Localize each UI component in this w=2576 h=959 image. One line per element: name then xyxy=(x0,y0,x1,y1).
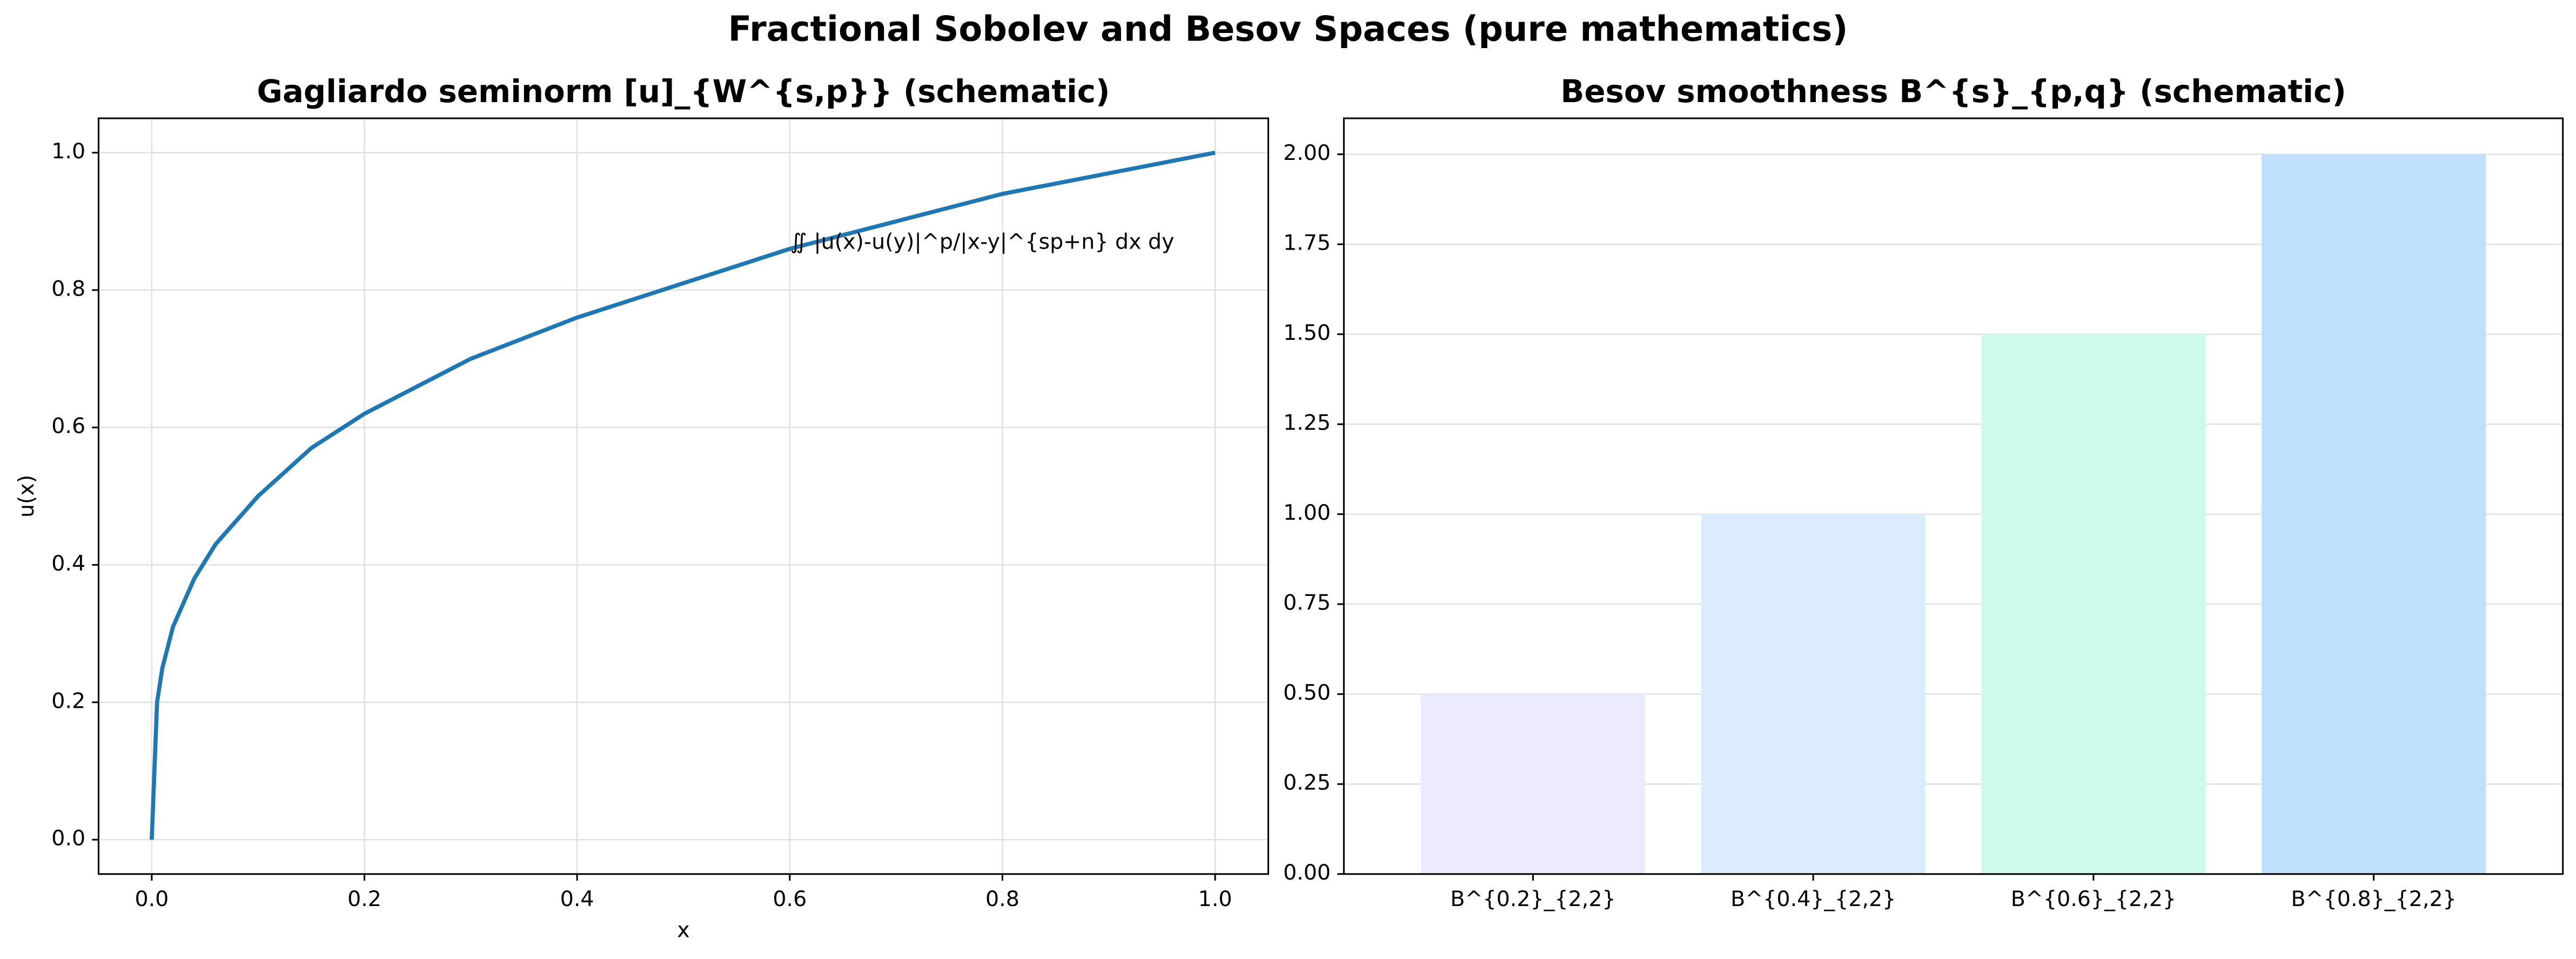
figure-title: Fractional Sobolev and Besov Spaces (pur… xyxy=(728,9,1848,49)
chart-title: Besov smoothness B^{s}_{p,q} (schematic) xyxy=(1560,73,2346,110)
y-tick-label: 0.4 xyxy=(51,551,85,576)
x-tick-label: 0.2 xyxy=(347,887,381,911)
y-tick-label: 0.25 xyxy=(1283,770,1331,795)
y-tick-label: 1.0 xyxy=(51,139,85,164)
y-tick-label: 0.0 xyxy=(51,826,85,851)
plot-frame xyxy=(97,117,1270,875)
y-tick-label: 0.75 xyxy=(1283,591,1331,615)
bar xyxy=(1981,334,2206,874)
y-axis-label: u(x) xyxy=(14,475,39,518)
bar xyxy=(1421,694,1645,874)
x-tick-label: 0.6 xyxy=(773,887,807,911)
x-tick-label: 0.0 xyxy=(135,887,169,911)
y-tick-label: 1.00 xyxy=(1283,500,1331,525)
y-tick-label: 1.75 xyxy=(1283,231,1331,256)
y-tick-label: 0.2 xyxy=(51,688,85,713)
chart-title: Gagliardo seminorm [u]_{W^{s,p}} (schema… xyxy=(257,73,1110,110)
x-tick-label: B^{0.4}_{2,2} xyxy=(1730,887,1896,911)
y-tick-label: 0.50 xyxy=(1283,680,1331,705)
x-axis-label: x xyxy=(677,918,689,943)
y-tick-label: 2.00 xyxy=(1283,140,1331,165)
x-tick-label: 0.8 xyxy=(985,887,1019,911)
data-line xyxy=(150,150,1216,840)
y-tick-label: 1.25 xyxy=(1283,411,1331,435)
bar xyxy=(1701,514,1926,874)
x-tick-label: B^{0.2}_{2,2} xyxy=(1450,887,1615,911)
y-tick-label: 0.00 xyxy=(1283,860,1331,885)
y-tick-label: 0.8 xyxy=(51,276,85,301)
x-tick-label: B^{0.8}_{2,2} xyxy=(2291,887,2456,911)
x-tick-label: 1.0 xyxy=(1198,887,1232,911)
y-tick-label: 0.6 xyxy=(51,414,85,439)
x-tick-label: B^{0.6}_{2,2} xyxy=(2011,887,2176,911)
x-tick-label: 0.4 xyxy=(560,887,594,911)
bar xyxy=(2262,154,2486,874)
y-tick-label: 1.50 xyxy=(1283,320,1331,345)
annotation: ∬ |u(x)-u(y)|^p/|x-y|^{sp+n} dx dy xyxy=(790,230,1175,254)
plot-frame xyxy=(1343,117,2564,875)
